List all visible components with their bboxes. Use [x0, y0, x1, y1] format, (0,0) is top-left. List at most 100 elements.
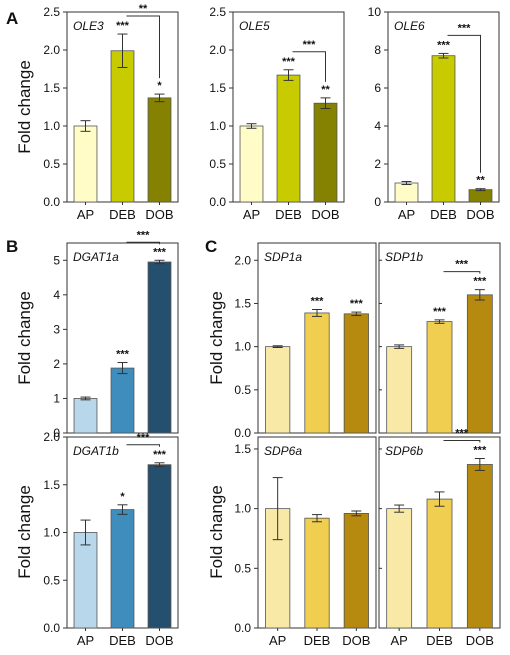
x-tick-label: DEB [426, 633, 453, 648]
x-tick-label: AP [398, 207, 415, 222]
x-tick-label: DEB [304, 633, 331, 648]
comparison-label: *** [137, 229, 151, 241]
x-tick-label: DOB [466, 633, 494, 648]
x-tick-label: DEB [275, 207, 302, 222]
bar [468, 189, 493, 203]
comparison-bracket [447, 34, 481, 173]
significance-star: ** [476, 175, 485, 187]
bar [110, 367, 135, 434]
y-tick-label: 1 [53, 391, 60, 405]
y-axis-title: Fold change [207, 485, 226, 579]
bar [239, 125, 264, 203]
y-tick-label: 0.5 [43, 157, 60, 171]
comparison-label: *** [303, 39, 317, 51]
bar [466, 294, 493, 434]
panel-title: SDP1b [385, 250, 423, 264]
x-tick-label: DOB [145, 633, 173, 648]
comparison-bracket [126, 241, 160, 245]
x-tick-label: AP [77, 633, 94, 648]
y-axis-title: Fold change [15, 485, 34, 579]
panel-sdp1b: SDP1b *** *** *** [378, 242, 501, 434]
y-tick-label: 1.0 [234, 502, 251, 516]
panel-title: SDP6b [385, 444, 423, 458]
y-tick-label: 0.0 [43, 621, 60, 635]
y-tick-label: 0.5 [43, 573, 60, 587]
comparison-label: ** [139, 3, 148, 15]
bar [343, 513, 369, 629]
bar [394, 182, 419, 203]
y-tick-label: 0.0 [209, 195, 226, 209]
panel-title: SDP1a [264, 250, 302, 264]
y-axis-title: Fold change [15, 60, 34, 154]
bar [304, 312, 330, 434]
y-tick-label: 1.5 [43, 81, 60, 95]
bar [431, 55, 456, 203]
comparison-bracket [292, 51, 326, 82]
y-tick-label: 1.0 [234, 340, 251, 354]
y-tick-label: 3 [53, 322, 60, 336]
significance-star: *** [311, 296, 325, 308]
y-tick-label: 0.0 [234, 621, 251, 635]
bar [110, 50, 135, 203]
bar [147, 261, 172, 434]
y-tick-label: 8 [374, 43, 381, 57]
panel-title: OLE3 [73, 19, 104, 33]
x-tick-label: DEB [109, 207, 136, 222]
x-tick-label: AP [243, 207, 260, 222]
panel-title: DGAT1a [73, 250, 119, 264]
comparison-bracket [126, 444, 160, 447]
y-tick-label: 0.5 [234, 561, 251, 575]
bar [147, 464, 172, 629]
significance-star: *** [473, 276, 487, 288]
significance-star: *** [473, 444, 487, 456]
x-tick-label: DEB [109, 633, 136, 648]
bar [343, 313, 369, 434]
y-tick-label: 0 [374, 195, 381, 209]
significance-star: * [120, 491, 125, 503]
x-tick-label: DOB [342, 633, 370, 648]
panel-sdp1a: 0.0 0.5 1.0 1.5 2.0 Fold change SDP1a *** *** C [205, 237, 377, 440]
bar [426, 498, 453, 629]
panel-title: OLE6 [394, 19, 425, 33]
significance-star: *** [153, 449, 167, 461]
y-tick-label: 0.0 [234, 426, 251, 440]
significance-star: *** [116, 20, 130, 32]
bar [304, 517, 330, 629]
panel-letter: A [6, 9, 18, 28]
bar [73, 532, 98, 629]
bar [147, 97, 172, 203]
x-tick-label: AP [269, 633, 286, 648]
comparison-label: *** [458, 22, 472, 34]
y-tick-label: 2.0 [43, 43, 60, 57]
significance-star: *** [282, 56, 296, 68]
bar [426, 321, 453, 434]
panel-title: DGAT1b [73, 444, 119, 458]
y-tick-label: 2.5 [209, 5, 226, 19]
bar [110, 509, 135, 629]
y-tick-label: 0.5 [209, 157, 226, 171]
x-tick-label: DOB [145, 207, 173, 222]
y-tick-label: 2.5 [43, 5, 60, 19]
panel-sdp6a: 0.0 0.5 1.0 1.5 Fold change SDP6a AP DEB DOB [207, 436, 377, 648]
x-tick-label: DEB [430, 207, 457, 222]
panel-sdp6b: SDP6b *** *** AP DEB DOB [378, 427, 501, 648]
significance-star: *** [350, 298, 364, 310]
significance-star: *** [437, 39, 451, 51]
panel-title: OLE5 [239, 19, 270, 33]
y-tick-label: 0.0 [43, 195, 60, 209]
bar [386, 508, 413, 629]
y-tick-label: 0 [53, 426, 60, 440]
y-tick-label: 1.0 [43, 526, 60, 540]
significance-star: *** [153, 246, 167, 258]
panel-letter: C [205, 237, 217, 256]
bar [466, 464, 493, 629]
comparison-bracket [443, 271, 481, 274]
significance-star: *** [433, 306, 447, 318]
y-axis-title: Fold change [207, 291, 226, 385]
bar [265, 346, 291, 434]
